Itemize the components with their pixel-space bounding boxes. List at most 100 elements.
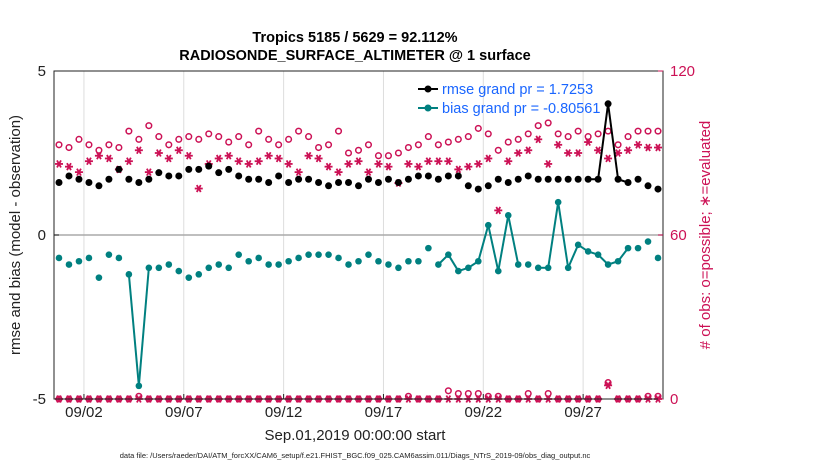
rmse-point (384, 175, 392, 183)
bias-point (584, 248, 592, 255)
evaluated-obs-point (444, 157, 453, 166)
evaluated-star-stroke (265, 151, 272, 160)
rmse-point (534, 175, 542, 183)
bias-point (425, 244, 432, 252)
possible-obs-point (504, 138, 512, 146)
evaluated-star-stroke (475, 160, 482, 168)
rmse-point (75, 175, 83, 183)
evaluated-obs-point (354, 157, 363, 166)
rmse-point (65, 172, 73, 180)
evaluated-obs-point (64, 162, 73, 171)
bias-point (534, 264, 542, 272)
bias-layer (55, 198, 662, 390)
evaluated-star-stroke (86, 157, 92, 166)
rmse-point (444, 172, 452, 180)
bias-point (115, 254, 123, 262)
possible-obs-point (554, 130, 562, 138)
possible-obs-point (305, 133, 313, 141)
evaluated-star-stroke (495, 206, 502, 215)
evaluated-star-stroke (555, 140, 561, 149)
possible-obs-point (394, 149, 402, 157)
evaluated-obs-point (74, 168, 83, 177)
rmse-point (484, 182, 492, 190)
evaluated-obs-point (124, 157, 133, 166)
rmse-point (245, 175, 253, 183)
bias-point (634, 244, 642, 252)
possible-obs-point (75, 135, 83, 143)
rmse-point (564, 175, 572, 183)
evaluated-obs-point (604, 154, 613, 163)
evaluated-obs-point (224, 151, 233, 160)
chart-title-line1: Tropics 5185 / 5629 = 92.112% (252, 30, 457, 46)
evaluated-obs-point (404, 160, 413, 168)
x-tick-label: 09/17 (365, 404, 403, 421)
evaluated-star-stroke (365, 168, 372, 177)
bias-point (265, 261, 272, 268)
bias-point (135, 382, 143, 390)
possible-obs-point (215, 133, 223, 141)
legend-bias-label: bias grand pr = -0.80561 (442, 101, 600, 117)
possible-obs-point (404, 143, 412, 152)
bias-point (375, 257, 382, 265)
evaluated-obs-point (274, 154, 283, 163)
rmse-point (355, 182, 362, 190)
possible-obs-point (444, 138, 452, 146)
rmse-point (594, 175, 602, 183)
possible-obs-point (95, 146, 103, 154)
rmse-point (215, 169, 223, 177)
rmse-point (205, 162, 213, 170)
evaluated-obs-point (574, 149, 583, 157)
evaluated-star-stroke (605, 381, 611, 390)
evaluated-obs-point (324, 162, 333, 171)
x-tick-label: 09/27 (564, 404, 602, 421)
evaluated-star-stroke (215, 154, 222, 163)
evaluated-obs-point (484, 154, 493, 163)
bias-line-segment (507, 215, 520, 265)
evaluated-star-stroke (595, 146, 601, 155)
evaluated-star-stroke (275, 154, 282, 163)
evaluated-star-stroke (345, 160, 352, 168)
evaluated-obs-point (234, 157, 243, 166)
evaluated-obs-point (564, 149, 573, 157)
evaluated-star-stroke (106, 154, 112, 163)
possible-obs-point (334, 127, 343, 135)
evaluated-star-stroke (455, 165, 462, 174)
possible-obs-point (155, 133, 163, 141)
evaluated-obs-point (104, 154, 113, 163)
rmse-point (255, 175, 263, 183)
evaluated-obs-point (584, 138, 593, 146)
evaluated-star-stroke (625, 146, 631, 155)
bias-point (475, 257, 482, 265)
evaluated-obs-point (144, 168, 153, 177)
chart-title-line2: RADIOSONDE_SURFACE_ALTIMETER @ 1 surface (179, 48, 530, 64)
possible-obs-point (85, 141, 93, 149)
evaluated-obs-point (194, 184, 203, 193)
evaluated-star-stroke (185, 151, 192, 160)
bias-point (95, 274, 103, 281)
rmse-point (584, 175, 592, 183)
bias-point (85, 254, 93, 262)
evaluated-star-stroke (605, 154, 611, 163)
evaluated-obs-point (534, 135, 543, 144)
x-axis-label: Sep.01,2019 00:00:00 start (265, 427, 447, 444)
evaluated-star-stroke (445, 157, 452, 166)
evaluated-obs-point (94, 151, 103, 160)
bias-point (125, 271, 133, 278)
bias-point (305, 251, 312, 258)
bias-line-segment (567, 244, 580, 269)
bias-point (614, 257, 622, 265)
bias-point (484, 221, 492, 229)
possible-obs-point (205, 130, 213, 138)
possible-obs-point (275, 141, 283, 149)
possible-obs-point (594, 130, 602, 138)
evaluated-obs-point (474, 160, 483, 168)
rmse-point (85, 179, 93, 187)
rmse-point (474, 185, 482, 193)
bias-point (225, 264, 233, 272)
bias-point (325, 251, 332, 258)
rmse-point (434, 175, 442, 183)
evaluated-obs-point (454, 165, 463, 174)
legend-rmse-label: rmse grand pr = 1.7253 (442, 82, 593, 98)
possible-obs-point (464, 133, 472, 141)
evaluated-star-stroke (645, 143, 651, 152)
